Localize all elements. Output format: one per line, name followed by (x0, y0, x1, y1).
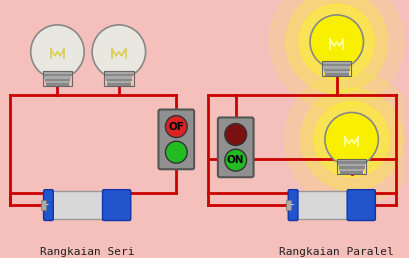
Circle shape (92, 25, 146, 79)
Bar (43, 74, 72, 76)
Bar (337, 159, 366, 174)
Bar (104, 71, 134, 74)
Text: OF: OF (169, 122, 184, 132)
Bar (43, 71, 72, 74)
Bar (322, 61, 351, 76)
Bar (325, 74, 348, 76)
Circle shape (31, 25, 84, 79)
FancyBboxPatch shape (44, 190, 53, 221)
Circle shape (225, 149, 247, 171)
FancyBboxPatch shape (288, 190, 298, 221)
Bar (339, 166, 364, 168)
Circle shape (301, 88, 402, 190)
Bar (41, 200, 46, 210)
Text: -: - (46, 202, 49, 208)
Circle shape (225, 124, 247, 146)
Bar (105, 74, 133, 76)
Text: Rangkaian Paralel: Rangkaian Paralel (279, 247, 394, 257)
Bar (322, 61, 351, 64)
Bar (106, 78, 132, 81)
Circle shape (285, 72, 409, 207)
Bar (323, 66, 350, 69)
Circle shape (314, 102, 389, 177)
Bar (324, 69, 350, 71)
Circle shape (299, 4, 374, 79)
Bar (46, 83, 69, 86)
Circle shape (270, 0, 404, 109)
FancyBboxPatch shape (103, 190, 131, 221)
Text: Rangkaian Seri: Rangkaian Seri (40, 247, 135, 257)
Circle shape (165, 141, 187, 163)
Bar (323, 64, 351, 66)
FancyBboxPatch shape (218, 117, 254, 177)
Bar (340, 171, 363, 174)
Text: ON: ON (227, 155, 245, 165)
Bar (107, 83, 130, 86)
Circle shape (310, 15, 364, 69)
FancyBboxPatch shape (158, 109, 194, 169)
FancyBboxPatch shape (347, 190, 375, 221)
Bar (286, 200, 291, 210)
Bar (44, 76, 71, 78)
FancyBboxPatch shape (52, 191, 104, 219)
Bar (106, 76, 133, 78)
FancyBboxPatch shape (297, 191, 348, 219)
Circle shape (325, 112, 378, 166)
Bar (106, 81, 131, 83)
Bar (337, 159, 366, 161)
Bar (338, 164, 365, 166)
Circle shape (165, 116, 187, 138)
Bar (337, 161, 366, 164)
Bar (45, 78, 70, 81)
Text: -: - (290, 202, 293, 208)
Circle shape (286, 0, 388, 93)
Bar (324, 71, 349, 74)
Bar (104, 71, 134, 86)
Bar (45, 81, 70, 83)
Bar (43, 71, 72, 86)
Bar (339, 168, 364, 171)
